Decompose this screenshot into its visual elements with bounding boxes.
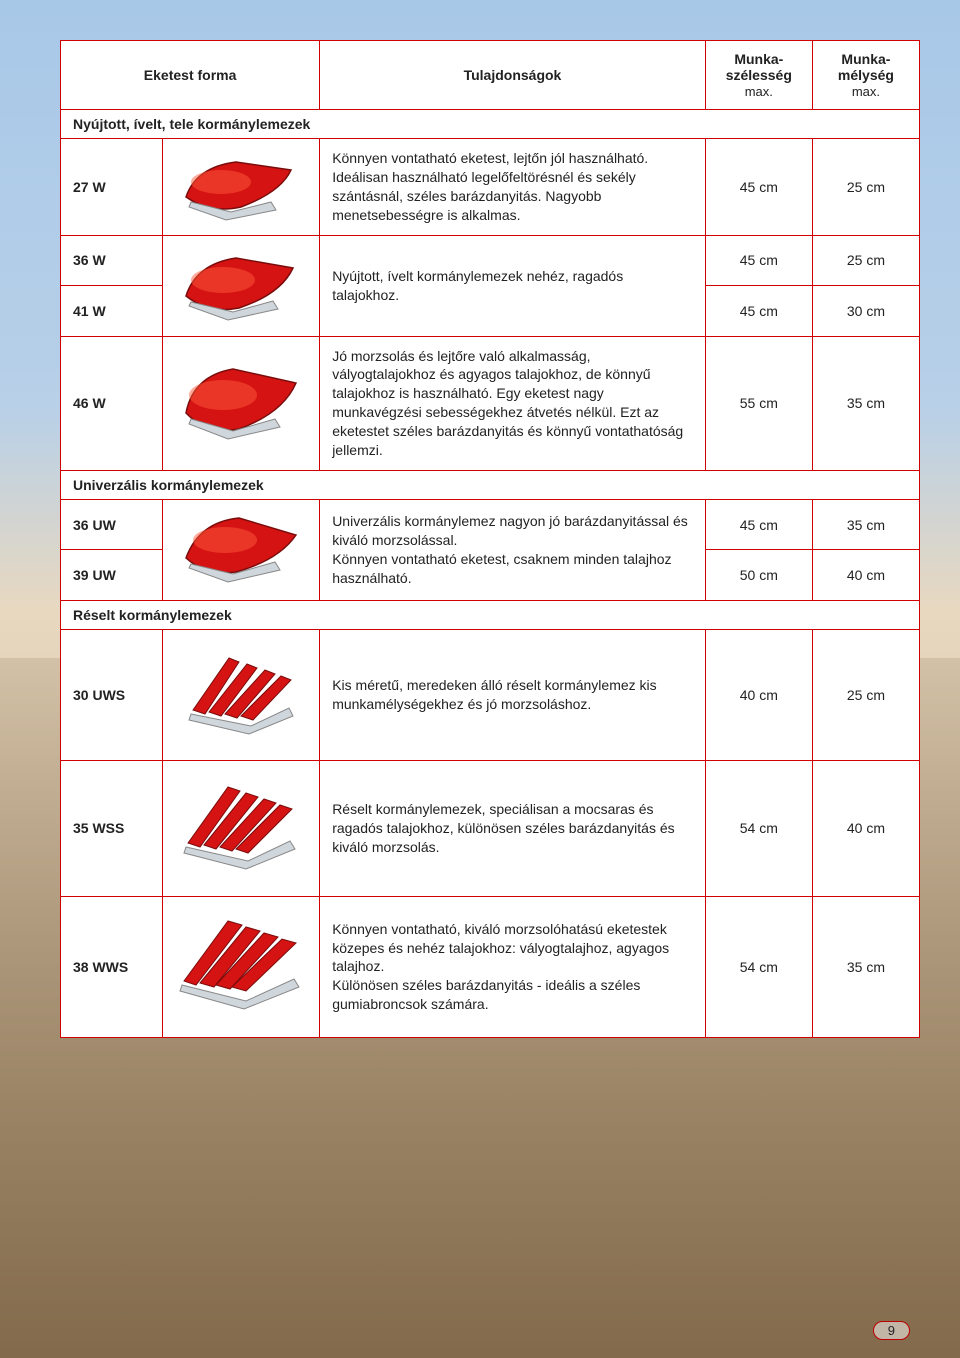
section-3-title: Réselt kormánylemezek [61, 600, 920, 629]
section-2-row: Univerzális kormánylemezek [61, 470, 920, 499]
section-3-row: Réselt kormánylemezek [61, 600, 920, 629]
img-46w [162, 336, 319, 470]
depth-38wws: 35 cm [812, 896, 919, 1037]
depth-35wss: 40 cm [812, 760, 919, 896]
width-38wws: 54 cm [705, 896, 812, 1037]
depth-36uw: 35 cm [812, 499, 919, 550]
width-35wss: 54 cm [705, 760, 812, 896]
img-36-39uw [162, 499, 319, 600]
img-35wss [162, 760, 319, 896]
desc-36-41w: Nyújtott, ívelt kormánylemezek nehéz, ra… [320, 235, 706, 336]
row-27w: 27 W Könnyen vontatható eketest, lejtőn … [61, 139, 920, 236]
code-36w: 36 W [61, 235, 163, 286]
desc-46w: Jó morzsolás és lejtőre való alkalmasság… [320, 336, 706, 470]
depth-39uw: 40 cm [812, 550, 919, 601]
width-27w: 45 cm [705, 139, 812, 236]
code-41w: 41 W [61, 286, 163, 337]
header-depth: Munka-mélység max. [812, 41, 919, 110]
img-30uws [162, 629, 319, 760]
plough-icon-solid [181, 152, 301, 222]
row-38wws: 38 WWS Könnyen vontatható, kiváló morzso… [61, 896, 920, 1037]
header-form: Eketest forma [61, 41, 320, 110]
width-46w: 55 cm [705, 336, 812, 470]
img-36-41w [162, 235, 319, 336]
depth-41w: 30 cm [812, 286, 919, 337]
header-properties: Tulajdonságok [320, 41, 706, 110]
plough-table: Eketest forma Tulajdonságok Munka-széles… [60, 40, 920, 1038]
section-2-title: Univerzális kormánylemezek [61, 470, 920, 499]
plough-icon-slatted [178, 781, 303, 876]
width-41w: 45 cm [705, 286, 812, 337]
row-35wss: 35 WSS Réselt kormánylemezek, speciálisa… [61, 760, 920, 896]
plough-icon-slatted [176, 917, 306, 1017]
width-36uw: 45 cm [705, 499, 812, 550]
plough-icon-solid [181, 361, 301, 446]
header-width-sub: max. [745, 84, 773, 99]
img-38wws [162, 896, 319, 1037]
width-39uw: 50 cm [705, 550, 812, 601]
row-46w: 46 W Jó morzsolás és lejtőre való alkalm… [61, 336, 920, 470]
desc-36-39uw: Univerzális kormánylemez nagyon jó baráz… [320, 499, 706, 600]
width-36w: 45 cm [705, 235, 812, 286]
depth-27w: 25 cm [812, 139, 919, 236]
header-depth-sub: max. [852, 84, 880, 99]
code-35wss: 35 WSS [61, 760, 163, 896]
depth-46w: 35 cm [812, 336, 919, 470]
plough-icon-solid [181, 510, 301, 590]
plough-icon-slatted [181, 650, 301, 740]
code-30uws: 30 UWS [61, 629, 163, 760]
header-width-label: Munka-szélesség [726, 51, 792, 83]
row-30uws: 30 UWS Kis méretű, meredeken álló réselt… [61, 629, 920, 760]
img-27w [162, 139, 319, 236]
page-number: 9 [873, 1321, 910, 1340]
code-46w: 46 W [61, 336, 163, 470]
section-1-row: Nyújtott, ívelt, tele kormánylemezek [61, 110, 920, 139]
code-39uw: 39 UW [61, 550, 163, 601]
header-width: Munka-szélesség max. [705, 41, 812, 110]
header-depth-label: Munka-mélység [838, 51, 894, 83]
depth-36w: 25 cm [812, 235, 919, 286]
table-header-row: Eketest forma Tulajdonságok Munka-széles… [61, 41, 920, 110]
width-30uws: 40 cm [705, 629, 812, 760]
page-content: Eketest forma Tulajdonságok Munka-széles… [0, 0, 960, 1058]
plough-icon-solid [181, 246, 301, 326]
row-36uw: 36 UW Univerzális kormánylemez nagyon jó… [61, 499, 920, 550]
code-38wws: 38 WWS [61, 896, 163, 1037]
depth-30uws: 25 cm [812, 629, 919, 760]
row-36w: 36 W Nyújtott, ívelt kormánylemezek nehé… [61, 235, 920, 286]
desc-27w: Könnyen vontatható eketest, lejtőn jól h… [320, 139, 706, 236]
desc-38wws: Könnyen vontatható, kiváló morzsolóhatás… [320, 896, 706, 1037]
desc-30uws: Kis méretű, meredeken álló réselt kormán… [320, 629, 706, 760]
section-1-title: Nyújtott, ívelt, tele kormánylemezek [61, 110, 920, 139]
code-36uw: 36 UW [61, 499, 163, 550]
code-27w: 27 W [61, 139, 163, 236]
desc-35wss: Réselt kormánylemezek, speciálisan a moc… [320, 760, 706, 896]
